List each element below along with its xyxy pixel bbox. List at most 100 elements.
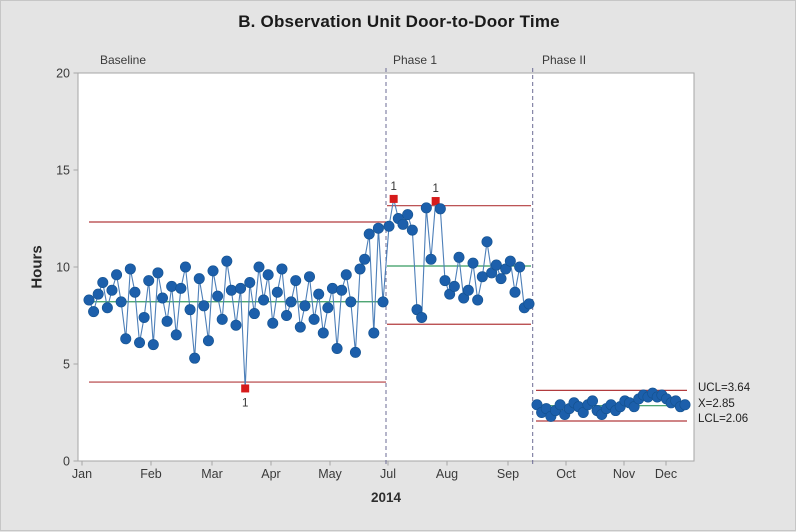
y-tick-label: 5: [63, 358, 70, 372]
data-point: [92, 288, 104, 300]
data-point: [514, 261, 526, 273]
chart-title: B. Observation Unit Door-to-Door Time: [238, 12, 560, 31]
data-point: [134, 337, 146, 349]
data-point: [425, 253, 437, 265]
data-point: [258, 294, 270, 306]
data-point: [495, 273, 507, 285]
data-point: [406, 224, 418, 236]
data-point: [368, 327, 380, 339]
data-point: [88, 306, 100, 318]
data-point: [331, 342, 343, 354]
data-point: [281, 309, 293, 321]
data-point: [416, 311, 428, 323]
phase-label-phase-1: Phase 1: [393, 53, 438, 67]
ucl-value-label: UCL=3.64: [698, 382, 751, 394]
data-point: [184, 304, 196, 316]
x-tick-label: Mar: [201, 467, 223, 481]
out-of-control-point: [389, 194, 398, 203]
data-point: [83, 294, 95, 306]
data-point: [97, 277, 109, 289]
data-point: [504, 255, 516, 267]
data-point: [129, 286, 141, 298]
x-tick-label: Dec: [655, 467, 677, 481]
data-point: [235, 282, 247, 294]
data-point: [225, 284, 237, 296]
data-point: [448, 280, 460, 292]
data-point: [101, 302, 113, 314]
data-point: [216, 313, 228, 325]
data-point: [336, 284, 348, 296]
data-point: [207, 265, 219, 277]
data-point: [420, 202, 432, 214]
data-point: [397, 218, 409, 230]
out-of-control-label: 1: [242, 397, 248, 409]
x-tick-label: Feb: [140, 467, 162, 481]
data-point: [462, 284, 474, 296]
data-point: [157, 292, 169, 304]
data-point: [115, 296, 127, 308]
data-point: [193, 273, 205, 285]
data-point: [175, 282, 187, 294]
out-of-control-point: [241, 384, 250, 393]
data-point: [138, 311, 150, 323]
data-point: [202, 335, 214, 347]
phase-label-baseline: Baseline: [100, 53, 147, 67]
data-point: [523, 298, 535, 310]
data-point: [377, 296, 389, 308]
data-point: [179, 261, 191, 273]
data-point: [230, 319, 242, 331]
x-tick-label: Jan: [72, 467, 92, 481]
x-tick-label: May: [318, 467, 342, 481]
data-point: [221, 255, 233, 267]
data-point: [189, 352, 201, 364]
data-point: [212, 290, 224, 302]
y-tick-label: 20: [56, 67, 70, 81]
x-tick-label: Oct: [556, 467, 576, 481]
data-point: [111, 269, 123, 281]
data-point: [402, 209, 414, 221]
data-point: [326, 282, 338, 294]
out-of-control-label: 1: [390, 181, 396, 193]
y-tick-label: 10: [56, 261, 70, 275]
data-point: [481, 236, 493, 248]
data-point: [244, 277, 256, 289]
y-tick-label: 15: [56, 164, 70, 178]
data-point: [372, 222, 384, 234]
data-point: [363, 228, 375, 240]
data-point: [303, 271, 315, 283]
mean-value-label: X=2.85: [698, 398, 735, 410]
data-point: [147, 339, 159, 351]
data-point: [161, 315, 173, 327]
data-point: [262, 269, 274, 281]
data-point: [476, 271, 488, 283]
data-point: [271, 286, 283, 298]
x-tick-label: Aug: [436, 467, 458, 481]
data-point: [554, 399, 566, 411]
x-tick-label: Jul: [380, 467, 396, 481]
data-point: [267, 317, 279, 329]
data-point: [170, 329, 182, 341]
data-point: [434, 203, 446, 215]
data-point: [124, 263, 136, 275]
x-tick-label: Nov: [613, 467, 636, 481]
data-point: [322, 302, 334, 314]
y-tick-label: 0: [63, 455, 70, 469]
data-point: [285, 296, 297, 308]
data-point: [152, 267, 164, 279]
data-point: [276, 263, 288, 275]
data-point: [299, 300, 311, 312]
data-point: [439, 275, 451, 287]
data-point: [490, 259, 502, 271]
data-point: [166, 280, 178, 292]
data-point: [253, 261, 265, 273]
data-point: [467, 257, 479, 269]
lcl-value-label: LCL=2.06: [698, 413, 749, 425]
data-point: [679, 399, 691, 411]
data-point: [383, 220, 395, 232]
data-point: [290, 275, 302, 287]
data-point: [359, 253, 371, 265]
data-point: [317, 327, 329, 339]
data-point: [143, 275, 155, 287]
